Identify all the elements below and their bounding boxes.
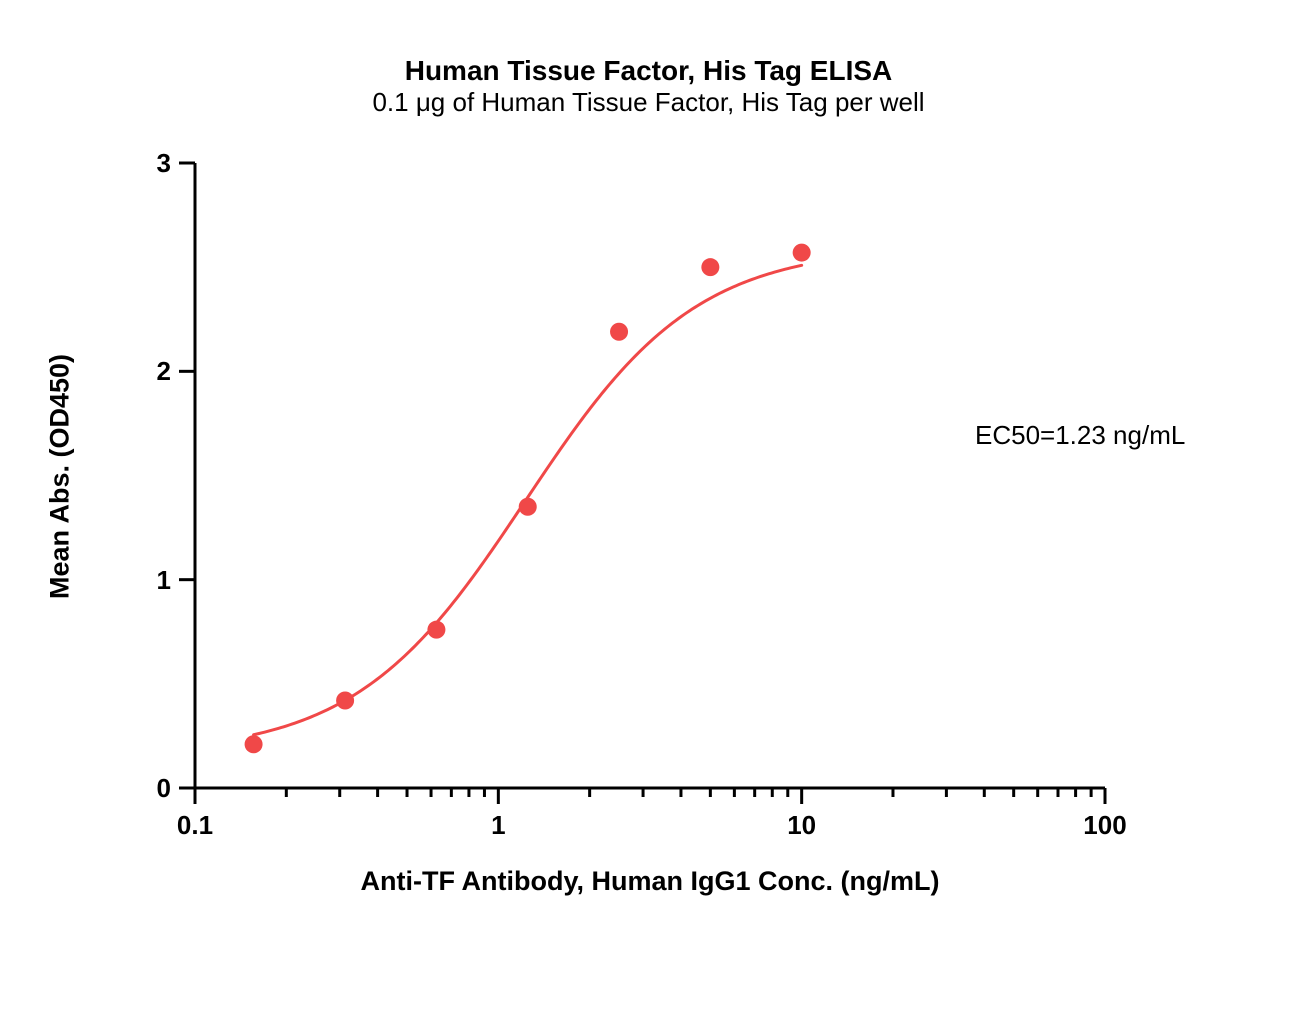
x-tick-label: 10 — [752, 810, 852, 841]
x-tick-label: 0.1 — [145, 810, 245, 841]
x-tick-label: 100 — [1055, 810, 1155, 841]
y-tick-label: 2 — [157, 356, 171, 387]
y-tick-label: 3 — [157, 148, 171, 179]
y-tick-label: 1 — [157, 565, 171, 596]
x-tick-label: 1 — [448, 810, 548, 841]
plot-area — [0, 0, 1297, 1032]
y-tick-label: 0 — [157, 773, 171, 804]
chart-container: { "canvas": { "width": 1297, "height": 1… — [0, 0, 1297, 1032]
